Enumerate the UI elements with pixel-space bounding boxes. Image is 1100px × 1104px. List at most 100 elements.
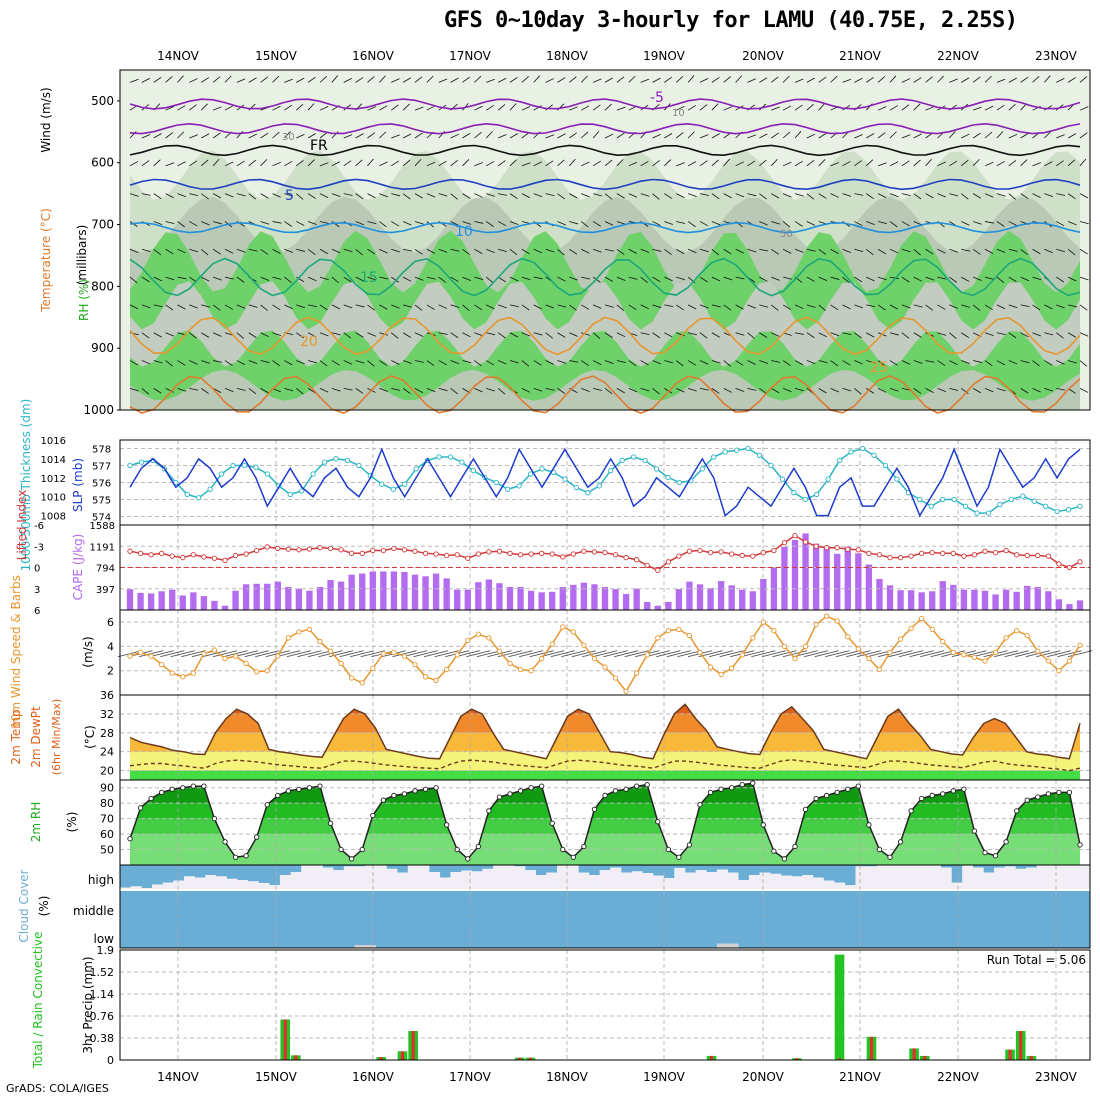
- wind-barb: [842, 332, 852, 336]
- wind-barb: [818, 132, 827, 139]
- wind-barb: [747, 134, 757, 139]
- wind-barb: [664, 193, 673, 199]
- wind-barb: [355, 77, 364, 83]
- cape-bar: [475, 582, 482, 610]
- wind-barb: [367, 132, 376, 139]
- wind-barb: [355, 360, 365, 364]
- rh-line-marker: [296, 786, 302, 792]
- wind-barb: [1067, 221, 1077, 226]
- wind-barb: [1008, 103, 1016, 111]
- thickness-line-marker: [836, 457, 843, 464]
- wind-barb: [866, 304, 876, 308]
- wind-barb: [485, 276, 494, 284]
- wind-speed-line-marker: [349, 675, 355, 681]
- rh-line-marker: [486, 808, 492, 814]
- wind-barb: [901, 332, 910, 339]
- cape-bar: [411, 574, 419, 610]
- wind-barb: [569, 304, 577, 311]
- wind-barb: [901, 276, 910, 283]
- wind-barb: [747, 304, 756, 309]
- rh-line-marker: [201, 783, 207, 789]
- lifted-index-line-marker: [1024, 552, 1030, 559]
- wind-barb: [759, 193, 767, 200]
- high-cloud-gap: [844, 885, 856, 890]
- wind-barb: [497, 304, 507, 309]
- isotherm-label: 15: [360, 270, 378, 286]
- wind-barb: [450, 77, 459, 83]
- wind-barb: [747, 78, 756, 83]
- wind-barb: [676, 360, 684, 367]
- wind-barb: [664, 276, 673, 282]
- wind-barb: [1067, 133, 1077, 139]
- rh-line-marker: [824, 792, 830, 799]
- wind-barb: [604, 248, 614, 252]
- wind-barb: [177, 387, 187, 392]
- wind-barb: [687, 304, 697, 310]
- wind-barb: [272, 332, 282, 337]
- wind-barb: [403, 248, 413, 252]
- wind-barb: [593, 387, 602, 391]
- wind-barb: [806, 103, 814, 111]
- wind-barb: [961, 332, 970, 338]
- wind-barb: [355, 221, 365, 226]
- wind-barb: [189, 360, 198, 365]
- wind-barb: [486, 332, 496, 336]
- lifted-index-line-marker: [1045, 553, 1051, 559]
- run-total-label: Run Total = 5.06: [987, 953, 1086, 967]
- cape-bar: [538, 592, 545, 610]
- wind-barb: [794, 387, 804, 392]
- wind-barb: [972, 276, 982, 281]
- cape-bar: [285, 586, 292, 610]
- wind-barb: [1068, 360, 1077, 364]
- lifted-index-line-marker: [285, 546, 291, 552]
- high-cloud-gap: [631, 871, 643, 890]
- high-cloud-gap: [290, 872, 302, 890]
- wind-barb: [901, 78, 911, 83]
- wind-barb: [486, 387, 495, 392]
- wind-barb: [319, 388, 329, 393]
- wind-barb: [664, 248, 672, 256]
- wind-barb: [296, 360, 305, 365]
- wind-barb: [877, 76, 886, 83]
- isotherm-line: [129, 316, 1081, 356]
- wind-barb: [284, 360, 293, 366]
- wind-barb: [379, 105, 388, 111]
- wind-barb: [640, 248, 650, 253]
- wind-barb: [533, 332, 543, 336]
- wind-barb: [236, 160, 245, 167]
- thickness-line-marker: [447, 454, 454, 460]
- thickness-line-marker: [1031, 498, 1037, 504]
- panel-frame: [119, 949, 1091, 1061]
- lifted-index-line-marker: [802, 539, 809, 545]
- high-cloud-gap: [429, 872, 441, 890]
- thickness-line-marker: [230, 462, 236, 469]
- lifted-index-line-marker: [644, 562, 650, 569]
- wind-barb: [640, 160, 649, 167]
- wind-speed-line-marker: [750, 635, 756, 641]
- lifted-index-line-marker: [1077, 559, 1083, 565]
- high-cloud-gap: [951, 882, 963, 890]
- thickness-tick: 577: [92, 462, 111, 473]
- temperature-side-label: Temperature (°C): [39, 208, 53, 313]
- wind-barb: [426, 304, 435, 310]
- wind-barb: [676, 304, 684, 311]
- wind-barb: [129, 360, 138, 366]
- wind-barb: [367, 304, 376, 311]
- cape-bar: [348, 574, 355, 610]
- wind-barb: [949, 248, 959, 253]
- wind-barb: [355, 159, 363, 167]
- thickness-line-marker: [619, 457, 625, 464]
- wind-barb: [592, 221, 601, 227]
- wind-barb: [771, 193, 780, 199]
- wind-barb: [1032, 193, 1041, 198]
- wind-barb: [165, 248, 174, 255]
- wind-barb: [830, 360, 839, 367]
- wind-barb: [212, 158, 220, 167]
- thickness-line-marker: [562, 476, 568, 482]
- wind-barb: [200, 103, 208, 111]
- cape-bar: [1002, 589, 1010, 610]
- wind-barb: [972, 248, 981, 255]
- precip-convective-bar: [528, 1057, 532, 1060]
- wind-speed-line-marker: [771, 627, 777, 634]
- wind-barb: [438, 193, 448, 197]
